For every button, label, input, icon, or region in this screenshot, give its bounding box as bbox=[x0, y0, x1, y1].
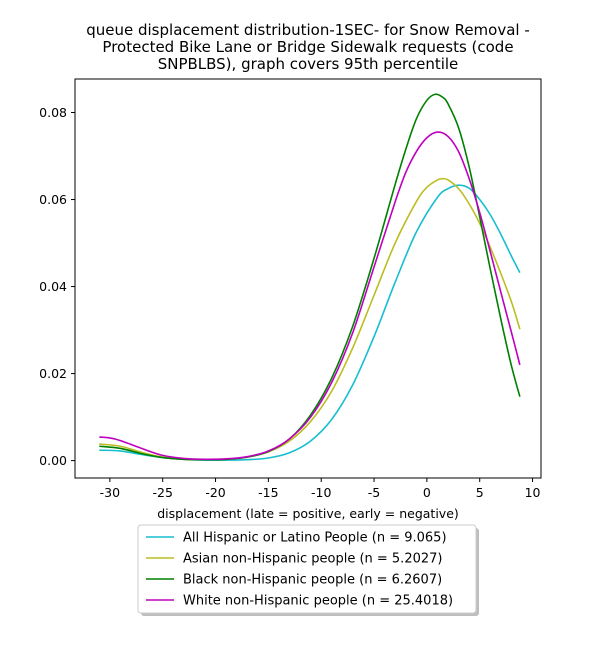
y-tick-label: 0.06 bbox=[39, 192, 67, 207]
x-tick-label: -15 bbox=[258, 485, 278, 500]
x-tick-label: -30 bbox=[100, 485, 120, 500]
legend-label-2: Asian non-Hispanic people (n = 5.2027) bbox=[183, 552, 442, 567]
x-tick-label: -10 bbox=[311, 485, 331, 500]
legend: All Hispanic or Latino People (n = 9.065… bbox=[137, 524, 479, 616]
x-tick-label: -5 bbox=[368, 485, 380, 500]
x-tick-label: -20 bbox=[205, 485, 225, 500]
legend-label-3: Black non-Hispanic people (n = 6.2607) bbox=[183, 573, 442, 588]
legend-entries: All Hispanic or Latino People (n = 9.065… bbox=[146, 531, 453, 609]
legend-label-1: All Hispanic or Latino People (n = 9.065… bbox=[183, 531, 447, 546]
y-tick-label: 0.00 bbox=[39, 453, 67, 468]
series-layer bbox=[99, 93, 521, 462]
y-tick-label: 0.02 bbox=[39, 366, 67, 381]
x-tick-label: 10 bbox=[525, 485, 541, 500]
x-tick-label: -25 bbox=[152, 485, 172, 500]
tick-layer: -30 -25 -20 -15 -10 -5 0 5 10 0.00 0.02 0.04 0.06 0.0… bbox=[39, 105, 540, 500]
x-tick-label: 0 bbox=[423, 485, 431, 500]
plot-frame bbox=[74, 78, 542, 479]
y-tick-label: 0.08 bbox=[39, 105, 67, 120]
series-line-4 bbox=[99, 131, 521, 461]
chart-title-line-1: queue displacement distribution-1SEC- fo… bbox=[86, 21, 530, 39]
y-tick-label: 0.04 bbox=[39, 279, 67, 294]
chart-title-line-3: SNPBLBS), graph covers 95th percentile bbox=[158, 55, 459, 73]
x-tick-label: 5 bbox=[476, 485, 484, 500]
legend-label-4: White non-Hispanic people (n = 25.4018) bbox=[183, 594, 453, 609]
chart-title-line-2: Protected Bike Lane or Bridge Sidewalk r… bbox=[102, 38, 513, 56]
legend-box bbox=[137, 524, 477, 614]
x-axis-label: displacement (late = positive, early = n… bbox=[157, 506, 459, 521]
